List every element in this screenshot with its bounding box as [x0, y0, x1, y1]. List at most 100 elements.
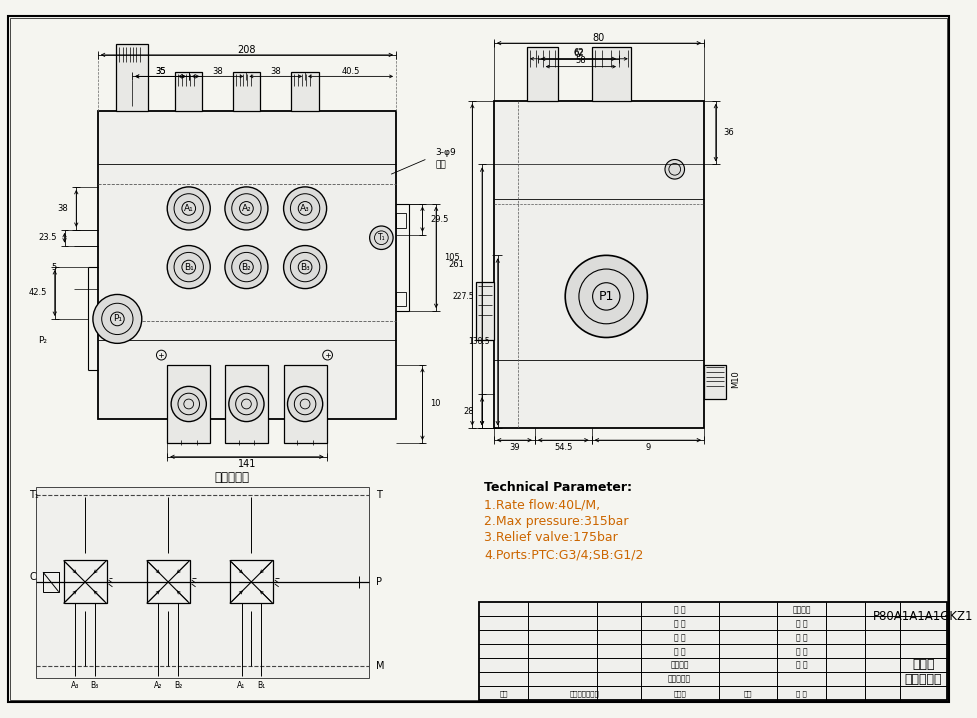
Text: T₁: T₁: [377, 233, 385, 242]
Text: 液压原理图: 液压原理图: [214, 471, 249, 484]
Bar: [291, 72, 319, 111]
Text: 58: 58: [575, 56, 585, 65]
Text: B₁: B₁: [184, 263, 193, 271]
Text: 工艺检查: 工艺检查: [669, 661, 688, 670]
Text: 比 例: 比 例: [795, 633, 807, 642]
Text: B₃: B₃: [300, 263, 310, 271]
Bar: [116, 44, 148, 111]
Circle shape: [167, 187, 210, 230]
Circle shape: [287, 386, 322, 421]
Text: 描 图: 描 图: [673, 633, 685, 642]
Bar: [476, 281, 493, 340]
Bar: [167, 365, 210, 443]
Circle shape: [225, 187, 268, 230]
Circle shape: [225, 246, 268, 289]
Bar: [493, 101, 703, 429]
Text: 35: 35: [155, 67, 165, 76]
Text: 多路阀
外型尺寸图: 多路阀 外型尺寸图: [904, 658, 941, 686]
Bar: [527, 47, 558, 101]
Text: 1.Rate flow:40L/M,: 1.Rate flow:40L/M,: [484, 498, 600, 511]
Bar: [147, 561, 190, 603]
Text: B₂: B₂: [241, 263, 251, 271]
Text: 制 图: 制 图: [673, 619, 685, 628]
Bar: [36, 487, 368, 678]
Text: A₃: A₃: [300, 204, 310, 213]
Circle shape: [167, 246, 210, 289]
Text: 更改人: 更改人: [672, 690, 685, 696]
Text: A₁: A₁: [237, 681, 245, 690]
Bar: [396, 213, 405, 228]
Text: 设 计: 设 计: [673, 605, 685, 614]
Bar: [283, 365, 326, 443]
Text: 40.5: 40.5: [341, 67, 360, 76]
Circle shape: [229, 386, 264, 421]
Text: 28: 28: [463, 407, 474, 416]
Bar: [225, 365, 268, 443]
Text: A₃: A₃: [71, 681, 79, 690]
Text: P₂: P₂: [38, 336, 47, 345]
Bar: [396, 292, 405, 306]
Text: P: P: [376, 577, 382, 587]
Text: P₁: P₁: [112, 314, 122, 323]
Text: 38: 38: [58, 204, 68, 213]
Text: 105: 105: [444, 253, 459, 262]
Circle shape: [93, 294, 142, 343]
Text: 9: 9: [645, 442, 650, 452]
Text: 3-φ9: 3-φ9: [435, 148, 455, 157]
Polygon shape: [349, 576, 359, 588]
Text: 标准化检查: 标准化检查: [667, 675, 691, 684]
Text: 日期: 日期: [743, 690, 751, 696]
Bar: [703, 365, 725, 399]
Text: 62: 62: [573, 50, 583, 58]
Text: 38: 38: [212, 67, 223, 76]
Text: B₂: B₂: [174, 681, 182, 690]
Text: 42.5: 42.5: [28, 289, 47, 297]
Text: 5: 5: [52, 263, 57, 271]
Text: A₁: A₁: [184, 204, 193, 213]
Text: T₁: T₁: [29, 490, 39, 500]
Circle shape: [283, 187, 326, 230]
Text: 62: 62: [573, 48, 583, 57]
Text: 通孔: 通孔: [435, 160, 446, 169]
Text: 第 张: 第 张: [795, 661, 807, 670]
Text: 2.Max pressure:315bar: 2.Max pressure:315bar: [484, 515, 628, 528]
Text: 227.5: 227.5: [452, 292, 474, 301]
Bar: [479, 602, 946, 700]
Text: B₃: B₃: [91, 681, 99, 690]
Circle shape: [171, 386, 206, 421]
Text: 39: 39: [509, 442, 519, 452]
Text: M: M: [376, 661, 385, 671]
Text: 3.Relief valve:175bar: 3.Relief valve:175bar: [484, 531, 617, 544]
Text: 校 对: 校 对: [673, 647, 685, 656]
Text: 标记: 标记: [499, 690, 507, 696]
Text: P1: P1: [598, 290, 614, 303]
Circle shape: [369, 226, 393, 249]
Text: P80A1A1A1GKZ1: P80A1A1A1GKZ1: [872, 610, 972, 623]
Text: 141: 141: [237, 459, 256, 469]
Text: 29.5: 29.5: [430, 215, 448, 224]
Text: 38: 38: [270, 67, 280, 76]
Bar: [98, 111, 396, 419]
Text: 更改内容和原因: 更改内容和原因: [569, 690, 599, 696]
Text: A₂: A₂: [241, 204, 251, 213]
Text: 4.Ports:PTC:G3/4;SB:G1/2: 4.Ports:PTC:G3/4;SB:G1/2: [484, 548, 643, 561]
Text: 261: 261: [448, 260, 464, 269]
Bar: [64, 561, 106, 603]
Bar: [230, 561, 273, 603]
Text: 图样标记: 图样标记: [791, 605, 810, 614]
Circle shape: [283, 246, 326, 289]
Text: 54.5: 54.5: [554, 442, 572, 452]
Text: A₂: A₂: [154, 681, 162, 690]
Circle shape: [565, 256, 647, 337]
Text: T: T: [376, 490, 382, 500]
Text: B₁: B₁: [257, 681, 265, 690]
Text: 23.5: 23.5: [38, 233, 57, 242]
Text: C: C: [29, 572, 36, 582]
Text: 36: 36: [723, 128, 734, 137]
Text: 重 量: 重 量: [795, 619, 807, 628]
Text: 138.5: 138.5: [468, 337, 489, 346]
Text: 35: 35: [155, 67, 165, 76]
Bar: [233, 72, 260, 111]
Text: 208: 208: [237, 45, 256, 55]
Bar: [591, 47, 630, 101]
